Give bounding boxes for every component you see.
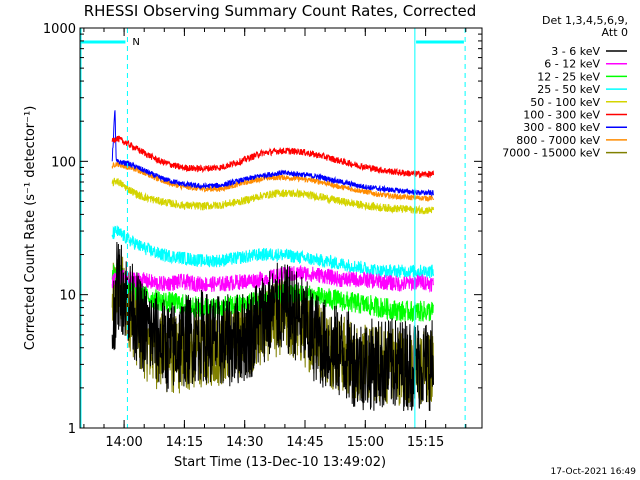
series-line-3 [111, 225, 434, 279]
y-tick-label: 10 [59, 289, 76, 304]
x-axis: 14:00 14:15 14:30 14:45 15:00 15:15 [83, 28, 467, 450]
legend-entry-label: 3 - 6 keV [551, 45, 600, 58]
y-axis: 1 10 100 1000 [43, 22, 482, 437]
x-tick-label: 14:00 [105, 435, 142, 450]
legend-entry-label: 7000 - 15000 keV [502, 147, 600, 160]
legend-header-line: Det 1,3,4,5,6,9, [542, 14, 628, 27]
y-tick-label: 1 [68, 422, 76, 437]
legend-entry-label: 6 - 12 keV [544, 58, 600, 71]
series-layer [111, 110, 434, 412]
x-tick-label: 15:15 [407, 435, 444, 450]
timestamp-annotation: 17-Oct-2021 16:49 [551, 467, 637, 477]
legend-entry-label: 300 - 800 keV [523, 121, 600, 134]
y-tick-label: 1000 [43, 22, 76, 37]
attenuator-overlay: N [80, 28, 466, 428]
y-axis-label: Corrected Count Rate (s⁻¹ detector⁻¹) [23, 106, 38, 351]
x-tick-label: 14:30 [226, 435, 263, 450]
series-line-1 [111, 264, 434, 293]
legend-entry-label: 50 - 100 keV [530, 96, 600, 109]
legend-header-line: Att 0 [602, 26, 628, 39]
x-tick-label: 14:45 [286, 435, 323, 450]
x-tick-label: 14:15 [166, 435, 203, 450]
x-tick-label: 15:00 [347, 435, 384, 450]
y-tick-label: 100 [51, 155, 76, 170]
x-axis-label: Start Time (13-Dec-10 13:49:02) [174, 455, 386, 470]
legend-entry-label: 12 - 25 keV [537, 70, 600, 83]
legend-entry-label: 25 - 50 keV [537, 83, 600, 96]
plot-frame [79, 27, 483, 429]
series-line-0 [111, 241, 434, 412]
series-line-6 [111, 110, 434, 198]
attenuator-state-label: N [132, 37, 139, 48]
series-line-7 [111, 160, 434, 202]
legend-entry-label: 800 - 7000 keV [516, 134, 600, 147]
chart-title: RHESSI Observing Summary Count Rates, Co… [84, 2, 477, 20]
series-line-5 [111, 135, 434, 179]
series-line-4 [111, 177, 434, 215]
legend-entry-label: 100 - 300 keV [523, 109, 600, 122]
